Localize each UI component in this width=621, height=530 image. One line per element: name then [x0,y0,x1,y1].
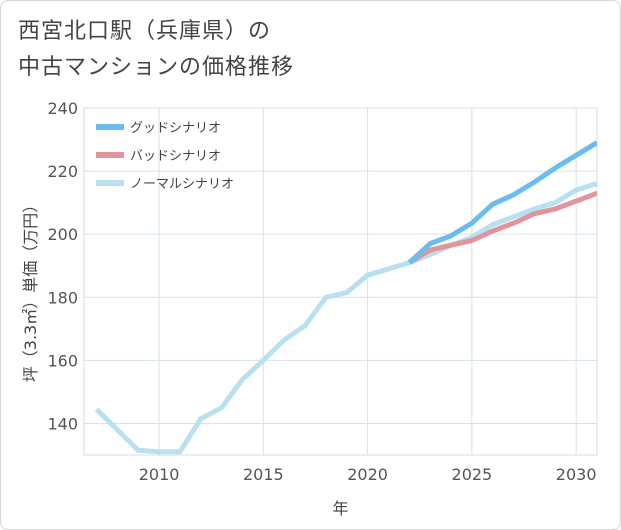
y-tick-label: 200 [47,225,78,244]
chart-title: 西宮北口駅（兵庫県）の 中古マンションの価格推移 [18,14,294,86]
series-line-1 [408,190,597,265]
y-tick-label: 160 [47,351,78,370]
y-tick-label: 220 [47,162,78,181]
legend-label-0: グッドシナリオ [130,121,221,136]
grid-lines [83,107,598,456]
y-tick-label: 180 [47,288,78,307]
y-tick-label: 240 [47,99,78,118]
chart-title-line1: 西宮北口駅（兵庫県）の [18,19,272,44]
x-tick-label: 2020 [347,465,388,484]
legend-label-1: バッドシナリオ [130,149,221,164]
series-lines [94,140,597,455]
y-axis-label: 坪（3.3㎡）単価（万円） [21,197,40,382]
legend-label-2: ノーマルシナリオ [130,177,234,192]
x-tick-label: 2030 [556,465,597,484]
x-tick-label: 2015 [243,465,284,484]
x-tick-label: 2010 [139,465,180,484]
chart-title-line2: 中古マンションの価格推移 [18,55,295,80]
y-tick-label: 140 [47,414,78,433]
series-line-2 [94,181,597,455]
x-axis-label: 年 [332,499,348,518]
x-tick-label: 2025 [452,465,493,484]
series-line-0 [407,140,597,265]
axes: 140 160 180 200 220 240 2010 2015 2020 2025 2030 [47,99,596,484]
